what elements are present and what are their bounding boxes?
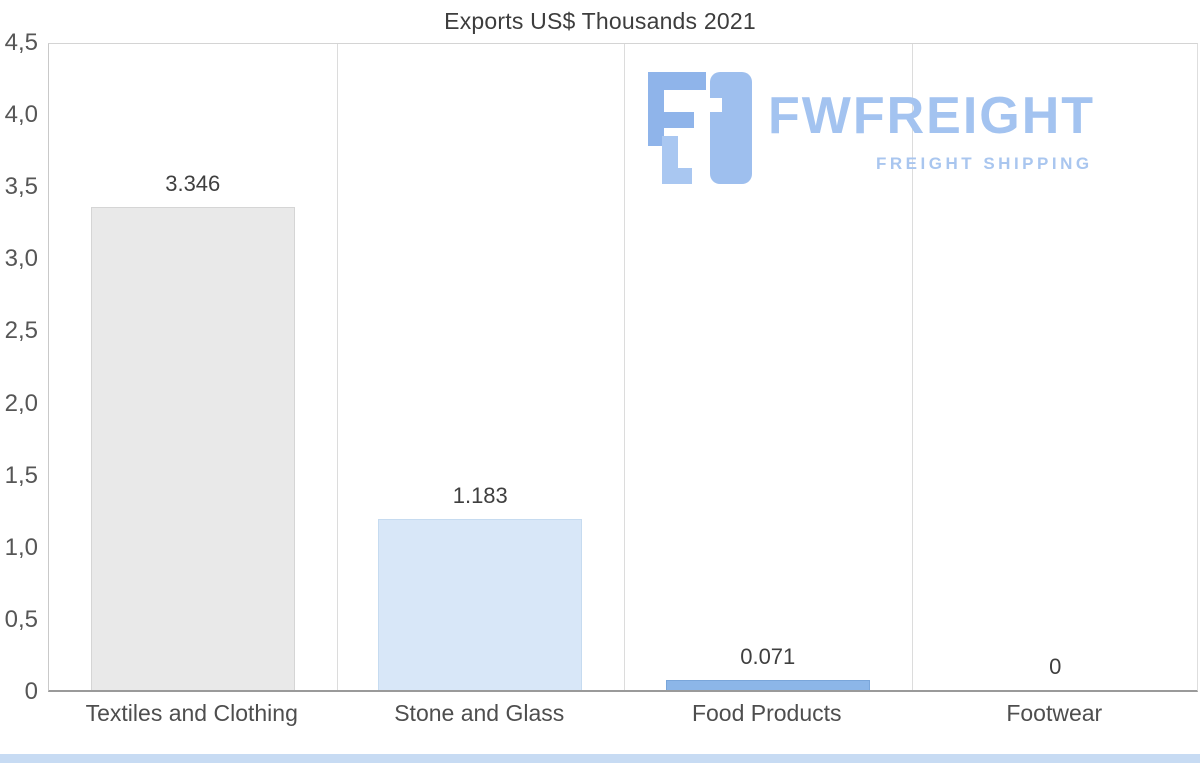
gridline bbox=[911, 44, 913, 690]
y-axis-tick: 1,0 bbox=[4, 533, 38, 561]
x-axis: Textiles and Clothing Stone and Glass Food… bbox=[48, 700, 1198, 734]
brand-name: FWFREIGHT bbox=[768, 87, 1096, 145]
brand-logo: FWFREIGHT FREIGHT SHIPPING bbox=[648, 68, 1158, 188]
bar-value-label: 1.183 bbox=[452, 483, 508, 508]
bar-value-label: 0 bbox=[1049, 654, 1062, 679]
y-axis-tick: 4,5 bbox=[4, 29, 38, 56]
chart-title: Exports US$ Thousands 2021 bbox=[444, 8, 756, 34]
bar bbox=[665, 680, 870, 690]
y-axis-tick: 0 bbox=[24, 678, 38, 705]
y-axis-tick: 3,0 bbox=[4, 245, 38, 273]
category-label: Stone and Glass bbox=[394, 700, 565, 726]
category-label: Textiles and Clothing bbox=[85, 700, 298, 726]
plot-area: 3.346 1.183 0.071 0 bbox=[48, 43, 1198, 692]
footer-strip bbox=[0, 754, 1200, 763]
gridline bbox=[336, 44, 338, 690]
y-axis-tick: 3,5 bbox=[4, 173, 38, 201]
bar-value-label: 0.071 bbox=[740, 644, 796, 669]
y-axis-tick: 0,5 bbox=[4, 605, 38, 633]
logo-mark-icon bbox=[648, 72, 752, 184]
y-axis-tick: 2,0 bbox=[4, 389, 38, 417]
gridline bbox=[624, 44, 625, 690]
category-label: Food Products bbox=[691, 700, 842, 726]
y-axis: 4,5 4,0 3,5 3,0 2,5 2,0 1,5 1,0 0,5 0 bbox=[0, 29, 44, 705]
y-axis-tick: 1,5 bbox=[4, 461, 38, 489]
category-label: Footwear bbox=[1006, 700, 1103, 726]
bar bbox=[378, 519, 583, 690]
bar bbox=[90, 207, 295, 690]
y-axis-tick: 4,0 bbox=[4, 101, 38, 129]
bar-value-label: 3.346 bbox=[165, 171, 221, 196]
y-axis-tick: 2,5 bbox=[4, 317, 38, 345]
brand-tagline: FREIGHT SHIPPING bbox=[876, 154, 1093, 173]
